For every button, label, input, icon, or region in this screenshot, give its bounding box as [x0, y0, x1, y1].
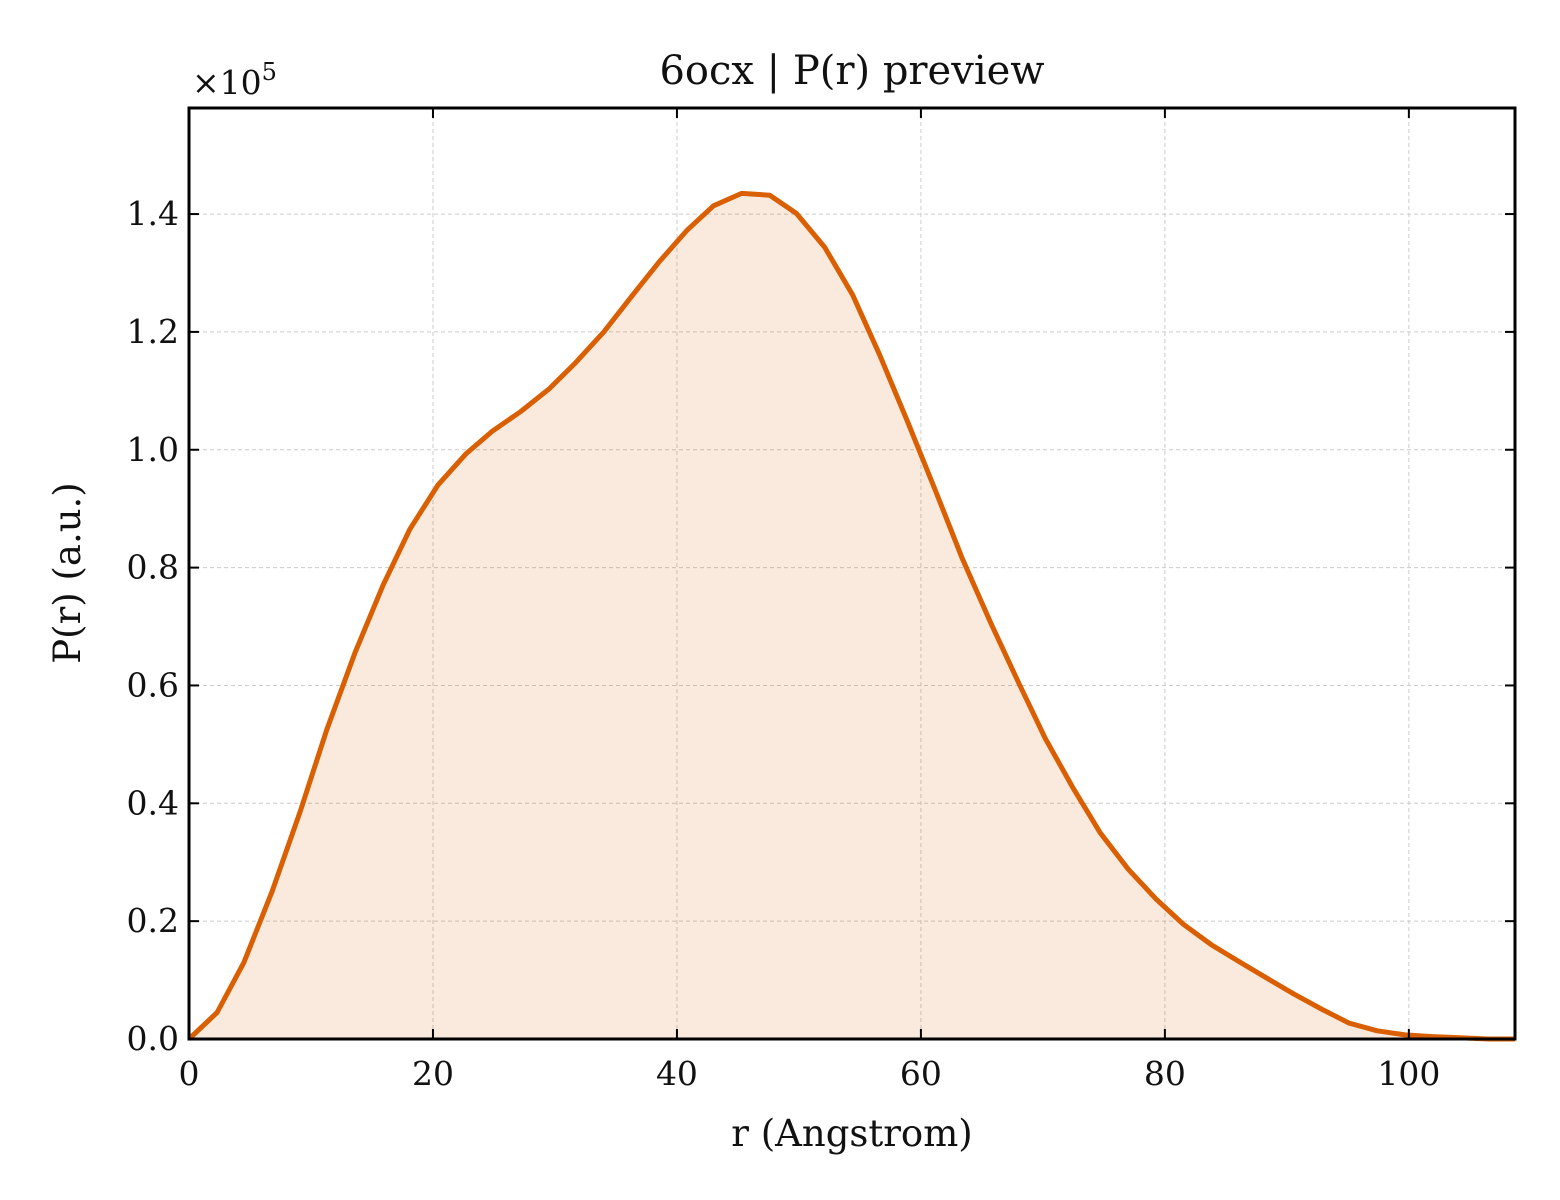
y-scale-base: ×10: [192, 63, 262, 102]
y-tick-label: 0.4: [127, 783, 179, 822]
y-tick-label: 0.2: [127, 901, 179, 940]
pr-series-line: [187, 190, 1515, 1042]
x-tick-label: 80: [1144, 1054, 1186, 1093]
y-scale-multiplier: ×105: [192, 58, 277, 102]
x-tick-label: 60: [900, 1054, 942, 1093]
x-axis-label: r (Angstrom): [731, 1112, 972, 1155]
y-tick-label: 1.0: [127, 430, 179, 469]
ticks-layer: [188, 108, 1515, 1040]
x-tick-label: 20: [412, 1054, 454, 1093]
y-axis-label: P(r) (a.u.): [46, 482, 89, 664]
x-tick-label: 40: [656, 1054, 698, 1093]
pr-area-fill: [189, 193, 1515, 1039]
tick-labels-layer: 0 20 40 60 80 100 0.0 0.2 0.4 0.6 0.8 1.0 1.2 1.4: [127, 194, 1441, 1093]
y-tick-label: 0.0: [127, 1019, 179, 1058]
y-tick-label: 1.2: [127, 312, 179, 351]
x-tick-label: 0: [179, 1054, 200, 1093]
y-tick-label: 0.6: [127, 665, 179, 704]
chart-title: 6ocx | P(r) preview: [659, 48, 1044, 94]
y-tick-label: 0.8: [127, 548, 179, 587]
plot-frame: [187, 106, 1517, 1041]
y-scale-exponent: 5: [262, 58, 277, 86]
y-tick-label: 1.4: [127, 194, 179, 233]
x-tick-label: 100: [1377, 1054, 1440, 1093]
